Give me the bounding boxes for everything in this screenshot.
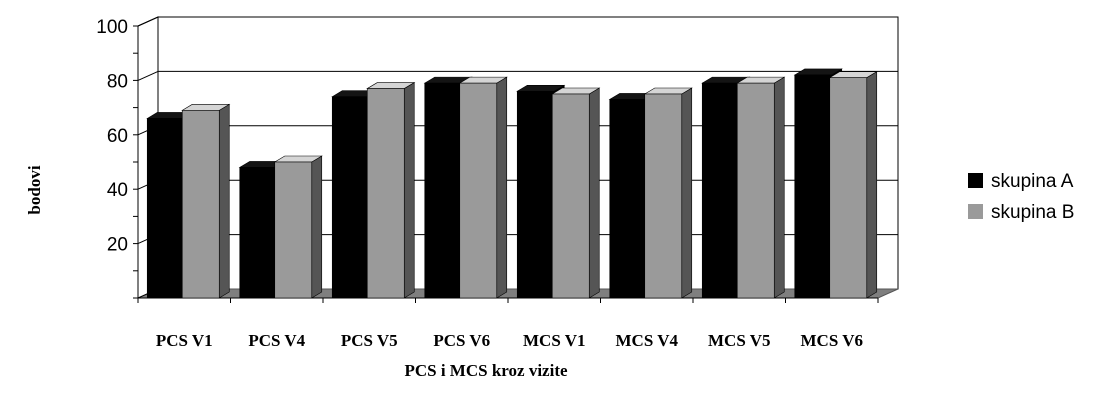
legend-swatch (968, 204, 983, 219)
y-tick-label: 80 (107, 71, 128, 92)
bar (643, 87, 693, 299)
x-tick-label: MCS V1 (523, 331, 586, 350)
y-axis-ticks: 20 40 60 80 100 (96, 17, 128, 256)
gridline-side (137, 16, 159, 27)
x-tick-label: PCS V4 (248, 331, 305, 350)
y-tick-label: 100 (96, 17, 128, 38)
bars (146, 68, 878, 299)
y-axis-title: bodovi (25, 165, 44, 214)
bar (458, 76, 508, 299)
y-tick-label: 20 (107, 235, 128, 256)
bar (273, 155, 323, 299)
x-tick-label: PCS V5 (341, 331, 398, 350)
bar (181, 103, 231, 299)
gridline-side (137, 70, 159, 81)
legend-label: skupina B (991, 202, 1074, 223)
x-tick-label: MCS V4 (616, 331, 679, 350)
legend-label: skupina A (991, 171, 1074, 192)
y-tick-label: 60 (107, 126, 128, 147)
x-axis-labels: PCS V1 PCS V4 PCS V5 PCS V6 MCS V1 MCS V4 MCS … (156, 331, 863, 350)
bar (828, 71, 878, 299)
x-axis-title: PCS i MCS kroz vizite (404, 361, 568, 380)
bar (551, 87, 601, 299)
x-tick-label: PCS V6 (433, 331, 490, 350)
bar (736, 76, 786, 299)
x-tick-label: MCS V6 (801, 331, 864, 350)
x-tick-label: MCS V5 (708, 331, 771, 350)
x-tick-label: PCS V1 (156, 331, 213, 350)
y-tick-label: 40 (107, 180, 128, 201)
bar (366, 82, 416, 299)
legend: skupina A skupina B (968, 171, 1074, 223)
legend-swatch (968, 173, 983, 188)
